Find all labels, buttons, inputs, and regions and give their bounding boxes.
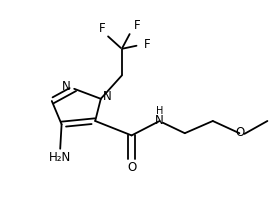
Text: F: F [144,38,150,51]
Text: N: N [155,114,164,127]
Text: F: F [134,19,141,32]
Text: F: F [99,22,106,35]
Text: N: N [102,90,111,103]
Text: O: O [127,161,136,174]
Text: N: N [62,80,71,93]
Text: H: H [157,106,164,116]
Text: O: O [235,126,245,139]
Text: H₂N: H₂N [49,151,71,164]
